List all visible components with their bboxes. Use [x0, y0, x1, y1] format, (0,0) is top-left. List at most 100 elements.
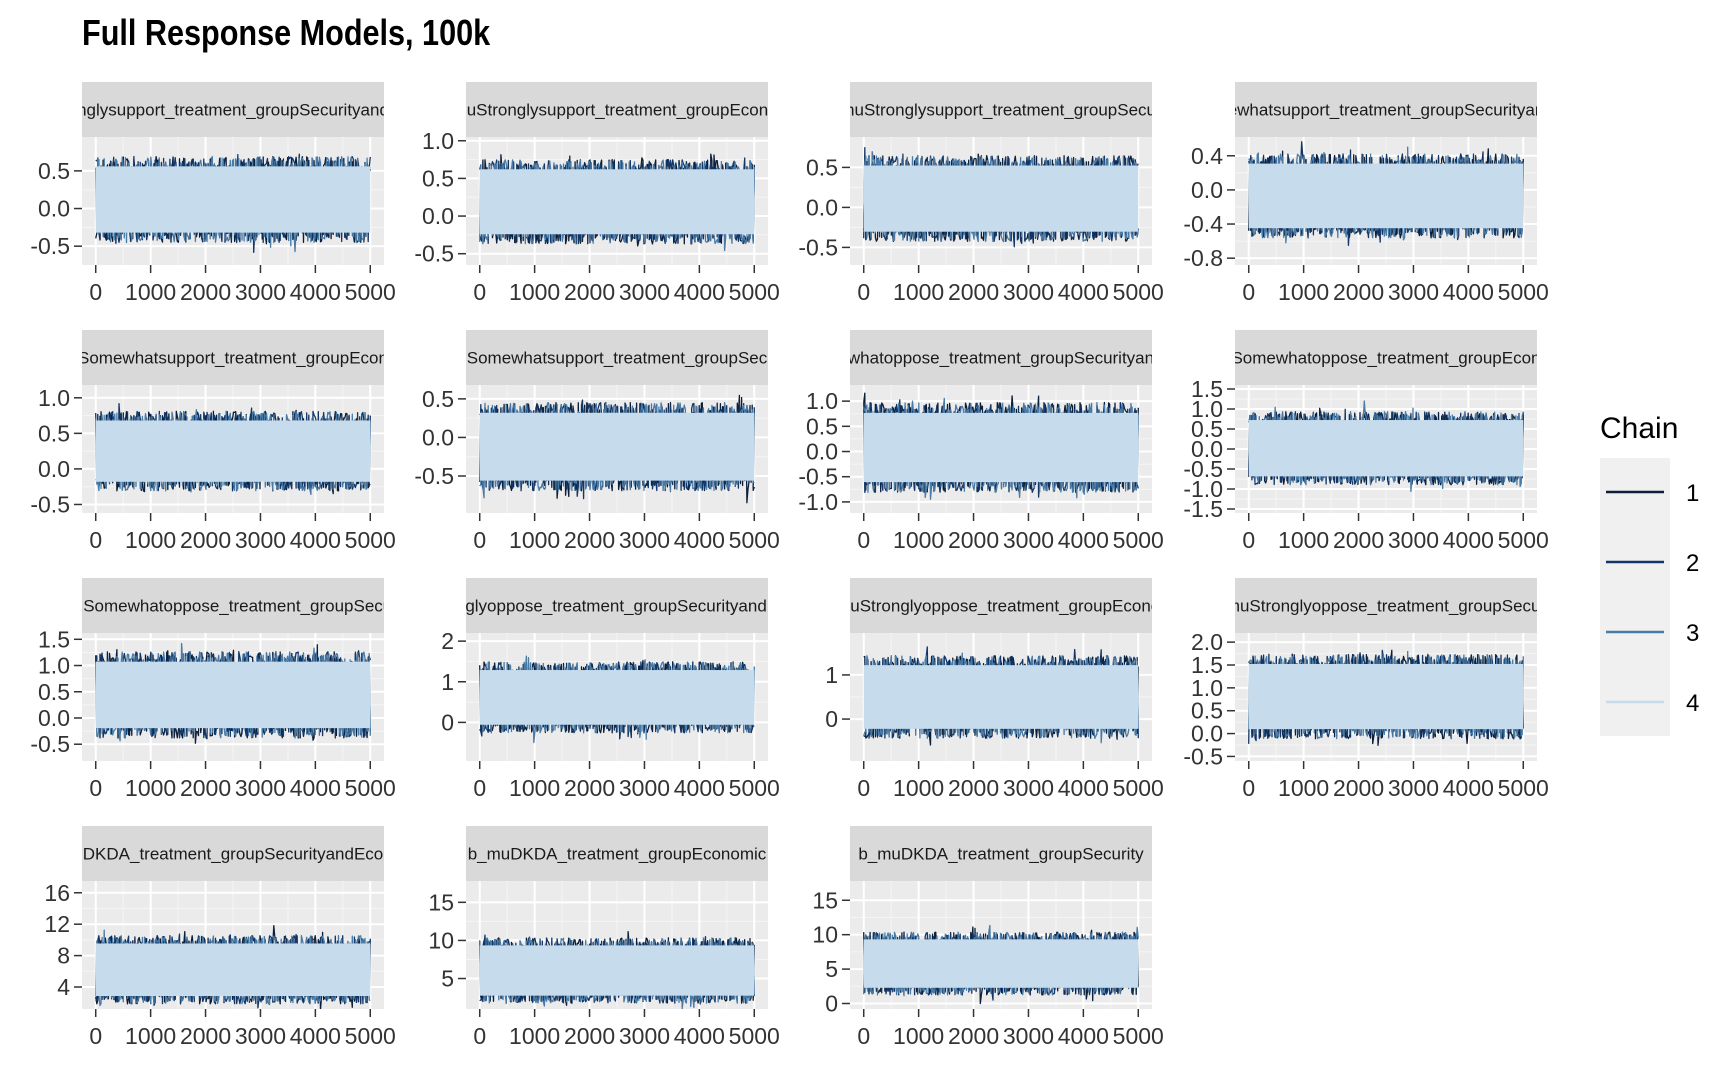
- x-tick-label: 4000: [290, 279, 341, 305]
- y-tick-label: -0.4: [1183, 211, 1223, 237]
- y-tick-label: 1.5: [1191, 376, 1223, 402]
- y-tick-label: 5: [441, 966, 454, 992]
- panel-strip-label: muStronglyoppose_treatment_groupEconor: [836, 597, 1166, 616]
- chain-trace-3: [95, 155, 371, 253]
- y-tick-label: 5: [825, 956, 838, 982]
- x-tick-label: 3000: [235, 1023, 286, 1049]
- y-tick-label: 0.5: [38, 420, 70, 446]
- chain-trace-4: [1248, 163, 1524, 229]
- y-tick-label: -0.5: [798, 464, 838, 490]
- x-tick-label: 0: [473, 1023, 486, 1049]
- x-tick-label: 1000: [125, 775, 176, 801]
- x-tick-label: 0: [89, 279, 102, 305]
- panel-strip-label: ewhatsupport_treatment_groupSecurityan: [1228, 101, 1545, 120]
- trace-panel: nglysupport_treatment_groupSecurityand -0…: [30, 82, 396, 305]
- x-tick-label: 3000: [619, 279, 670, 305]
- trace-panel: muStronglyoppose_treatment_groupSecur -0.…: [1183, 578, 1549, 801]
- y-tick-label: 0.0: [38, 705, 70, 731]
- y-tick-label: 0.5: [38, 679, 70, 705]
- x-tick-label: 3000: [235, 279, 286, 305]
- panel-strip: [850, 330, 1152, 385]
- x-tick-label: 5000: [1498, 527, 1549, 553]
- x-tick-label: 0: [857, 775, 870, 801]
- x-tick-label: 5000: [1113, 775, 1164, 801]
- legend-label: 2: [1686, 550, 1699, 577]
- panel-strip-label: nglysupport_treatment_groupSecurityand: [77, 101, 389, 120]
- chain-trace-4: [863, 665, 1139, 729]
- y-tick-label: 0.5: [1191, 416, 1223, 442]
- y-tick-label: 0.0: [1191, 436, 1223, 462]
- y-tick-label: 10: [812, 922, 838, 948]
- x-tick-label: 0: [473, 775, 486, 801]
- y-tick-label: -0.5: [1183, 456, 1223, 482]
- y-tick-label: -0.5: [1183, 743, 1223, 769]
- y-tick-label: 8: [57, 943, 70, 969]
- panel-strip-label: ewhatoppose_treatment_groupSecurityand: [838, 349, 1163, 368]
- trace-panel: uSomewhatoppose_treatment_groupSecu-0.50…: [30, 578, 396, 801]
- y-tick-label: 0: [825, 990, 838, 1016]
- x-tick-label: 3000: [1388, 775, 1439, 801]
- y-tick-label: 0.0: [1191, 721, 1223, 747]
- x-tick-label: 0: [89, 527, 102, 553]
- x-tick-label: 0: [473, 279, 486, 305]
- y-tick-label: -1.0: [1183, 476, 1223, 502]
- x-tick-label: 5000: [729, 527, 780, 553]
- y-tick-label: -0.8: [1183, 245, 1223, 271]
- chain-trace-4: [479, 169, 755, 235]
- panel-strip-label: uSomewhatsupport_treatment_groupEcono: [69, 349, 398, 368]
- x-tick-label: 1000: [125, 527, 176, 553]
- y-tick-label: 0.0: [422, 424, 454, 450]
- legend-label: 4: [1686, 690, 1699, 717]
- y-tick-label: -1.0: [798, 489, 838, 515]
- x-tick-label: 1000: [1278, 527, 1329, 553]
- panel-strip: [466, 826, 768, 881]
- chain-trace-4: [1248, 420, 1524, 477]
- legend: Chain 1 2 3 4: [1600, 412, 1699, 736]
- x-tick-label: 4000: [1443, 279, 1494, 305]
- panel-strip-label: uSomewhatsupport_treatment_groupSecu: [457, 349, 776, 368]
- x-tick-label: 1000: [1278, 775, 1329, 801]
- trace-panel: ewhatsupport_treatment_groupSecurityan -0…: [1183, 82, 1549, 305]
- x-tick-label: 4000: [290, 527, 341, 553]
- trace-panel: b_muDKDA_treatment_groupEconomic 5 10 15 0 10…: [428, 826, 780, 1049]
- x-tick-label: 2000: [564, 527, 615, 553]
- x-tick-label: 3000: [1003, 527, 1054, 553]
- panel-strip-label: muStronglysupport_treatment_groupEconoi: [453, 101, 782, 120]
- y-tick-label: -0.5: [798, 234, 838, 260]
- trace-panel: uSomewhatsupport_treatment_groupEcono -0.…: [30, 330, 398, 553]
- y-tick-label: 4: [57, 974, 70, 1000]
- x-tick-label: 2000: [1333, 527, 1384, 553]
- x-tick-label: 2000: [948, 775, 999, 801]
- trace-panel: muStronglysupport_treatment_groupSecur -0…: [798, 82, 1164, 305]
- x-tick-label: 0: [89, 775, 102, 801]
- y-tick-label: 0.5: [806, 154, 838, 180]
- chain-trace-4: [95, 166, 371, 233]
- x-tick-label: 0: [1242, 775, 1255, 801]
- legend-key-background: [1600, 458, 1670, 736]
- x-tick-label: 4000: [290, 1023, 341, 1049]
- x-tick-label: 3000: [619, 527, 670, 553]
- y-tick-label: -0.5: [414, 463, 454, 489]
- x-tick-label: 1000: [893, 775, 944, 801]
- x-tick-label: 3000: [1003, 775, 1054, 801]
- y-tick-label: -0.5: [30, 233, 70, 259]
- y-tick-label: 10: [428, 927, 454, 953]
- chart-title: Full Response Models, 100k: [82, 12, 491, 53]
- y-tick-label: -0.5: [30, 731, 70, 757]
- y-tick-label: 1: [825, 662, 838, 688]
- x-tick-label: 4000: [290, 775, 341, 801]
- panel-strip: [850, 578, 1152, 633]
- x-tick-label: 2000: [180, 1023, 231, 1049]
- y-tick-label: -0.5: [414, 241, 454, 267]
- x-tick-label: 5000: [1113, 527, 1164, 553]
- x-tick-label: 5000: [729, 775, 780, 801]
- x-tick-label: 4000: [1058, 279, 1109, 305]
- panel-strip: [850, 82, 1152, 137]
- y-tick-label: 1.0: [38, 385, 70, 411]
- x-tick-label: 2000: [564, 279, 615, 305]
- x-tick-label: 4000: [674, 775, 725, 801]
- panel-strip: [82, 330, 384, 385]
- x-tick-label: 2000: [180, 527, 231, 553]
- y-tick-label: 16: [44, 880, 70, 906]
